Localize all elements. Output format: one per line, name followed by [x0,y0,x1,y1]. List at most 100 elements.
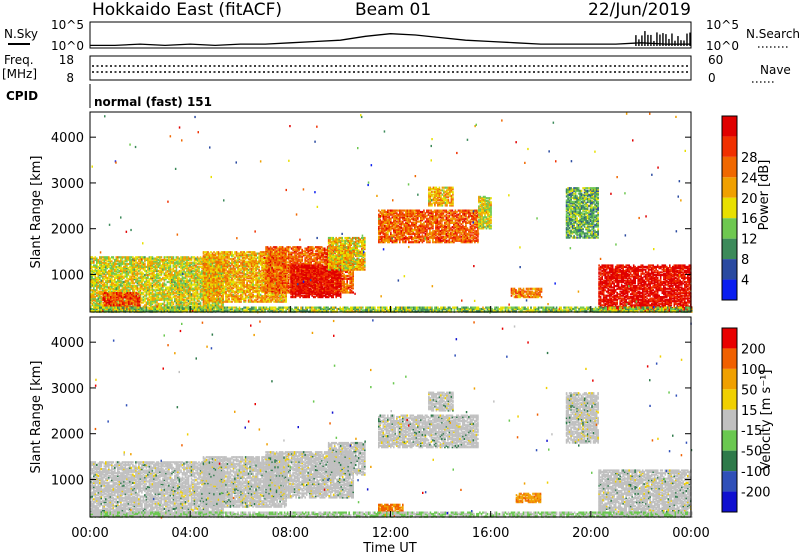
range-cell [222,261,224,263]
range-cell [230,288,232,290]
range-cell [228,251,230,253]
range-cell [201,293,203,295]
range-cell [274,246,276,248]
range-cell [102,262,104,264]
range-cell [207,275,209,277]
range-cell [126,263,128,265]
range-cell [156,292,158,294]
date-label: 22/Jun/2019 [588,0,691,20]
range-cell [186,302,188,304]
range-cell [197,273,199,275]
range-cell [164,256,166,258]
range-cell [188,300,190,302]
range-cell [158,284,160,286]
range-cell [249,275,251,277]
range-cell [102,264,104,266]
range-cell [136,292,138,294]
range-cell [239,275,241,277]
range-cell [212,288,214,290]
range-cell [260,294,262,296]
range-cell [265,260,267,262]
range-cell [165,267,167,269]
range-cell [268,253,270,255]
nsky-left-tick-bottom: 10^0 [51,39,84,53]
range-cell [98,259,100,261]
range-cell [227,259,229,261]
range-cell [161,292,163,294]
range-cell [266,299,268,301]
range-cell [143,284,145,286]
range-cell [99,260,101,262]
range-cell [155,264,157,266]
range-cell [92,269,94,271]
range-cell [204,283,206,285]
range-cell [249,251,251,253]
range-cell [255,299,257,301]
range-cell [261,258,263,260]
range-cell [155,274,157,276]
range-cell [242,275,244,277]
range-cell [140,284,142,286]
range-cell [171,304,173,306]
range-cell [254,287,256,289]
range-cell [104,292,106,294]
range-cell [96,270,98,272]
range-cell [234,259,236,261]
range-cell [153,284,155,286]
range-cell [225,291,227,293]
range-cell [254,299,256,301]
range-cell [122,267,124,269]
range-cell [149,273,151,275]
range-cell [245,273,247,275]
range-cell [185,280,187,282]
range-cell [138,280,140,282]
range-cell [270,299,272,301]
range-cell [128,271,130,273]
range-cell [261,295,263,297]
range-cell [146,302,148,304]
range-cell [122,281,124,283]
range-cell [271,267,273,269]
range-cell [135,256,137,258]
range-cell [99,270,101,272]
range-cell [219,257,221,259]
range-cell [108,270,110,272]
range-cell [249,284,251,286]
range-cell [124,302,126,304]
range-cell [95,296,97,298]
freq-panel-frame [90,56,691,80]
range-cell [140,271,142,273]
range-cell [273,301,275,303]
range-cell [107,260,109,262]
range-cell [192,288,194,290]
range-cell [177,260,179,262]
range-cell [174,259,176,261]
range-cell [101,273,103,275]
range-cell [111,263,113,265]
range-cell [236,259,238,261]
range-cell [186,273,188,275]
range-cell [129,275,131,277]
range-cell [236,279,238,281]
range-cell [255,258,257,260]
range-cell [173,291,175,293]
range-cell [158,280,160,282]
range-cell [257,277,259,279]
range-cell [165,284,167,286]
range-cell [224,286,226,288]
range-cell [252,257,254,259]
range-cell [102,259,104,261]
range-cell [213,304,215,306]
range-cell [134,282,136,284]
range-cell [279,253,281,255]
range-cell [255,295,257,297]
range-cell [144,281,146,283]
range-cell [254,251,256,253]
nsearch-label: N.Search [746,27,800,41]
range-cell [212,295,214,297]
range-cell [144,263,146,265]
range-cell [164,277,166,279]
range-cell [192,262,194,264]
range-cell [215,253,217,255]
range-cell [200,280,202,282]
